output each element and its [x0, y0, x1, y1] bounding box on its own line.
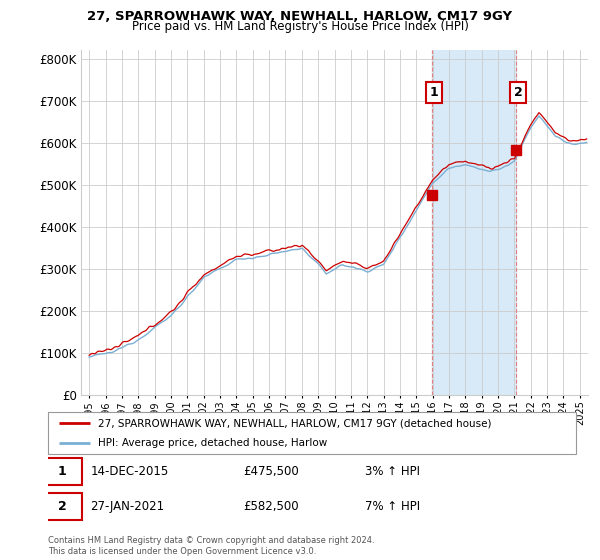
- Text: 3% ↑ HPI: 3% ↑ HPI: [365, 465, 420, 478]
- FancyBboxPatch shape: [43, 493, 82, 520]
- Text: 27, SPARROWHAWK WAY, NEWHALL, HARLOW, CM17 9GY: 27, SPARROWHAWK WAY, NEWHALL, HARLOW, CM…: [88, 10, 512, 23]
- Bar: [432, 50, 516, 395]
- Text: £582,500: £582,500: [244, 500, 299, 514]
- Text: 2: 2: [58, 500, 67, 514]
- Text: 14-DEC-2015: 14-DEC-2015: [90, 465, 169, 478]
- FancyBboxPatch shape: [48, 412, 576, 454]
- Text: £475,500: £475,500: [244, 465, 299, 478]
- Text: 27, SPARROWHAWK WAY, NEWHALL, HARLOW, CM17 9GY (detached house): 27, SPARROWHAWK WAY, NEWHALL, HARLOW, CM…: [98, 418, 491, 428]
- Text: Contains HM Land Registry data © Crown copyright and database right 2024.
This d: Contains HM Land Registry data © Crown c…: [48, 536, 374, 556]
- FancyBboxPatch shape: [43, 458, 82, 484]
- Text: Price paid vs. HM Land Registry's House Price Index (HPI): Price paid vs. HM Land Registry's House …: [131, 20, 469, 33]
- Text: HPI: Average price, detached house, Harlow: HPI: Average price, detached house, Harl…: [98, 438, 328, 448]
- Text: 27-JAN-2021: 27-JAN-2021: [90, 500, 164, 514]
- Text: 7% ↑ HPI: 7% ↑ HPI: [365, 500, 420, 514]
- Text: 1: 1: [58, 465, 67, 478]
- Text: 2: 2: [514, 86, 523, 99]
- Text: 1: 1: [430, 86, 439, 99]
